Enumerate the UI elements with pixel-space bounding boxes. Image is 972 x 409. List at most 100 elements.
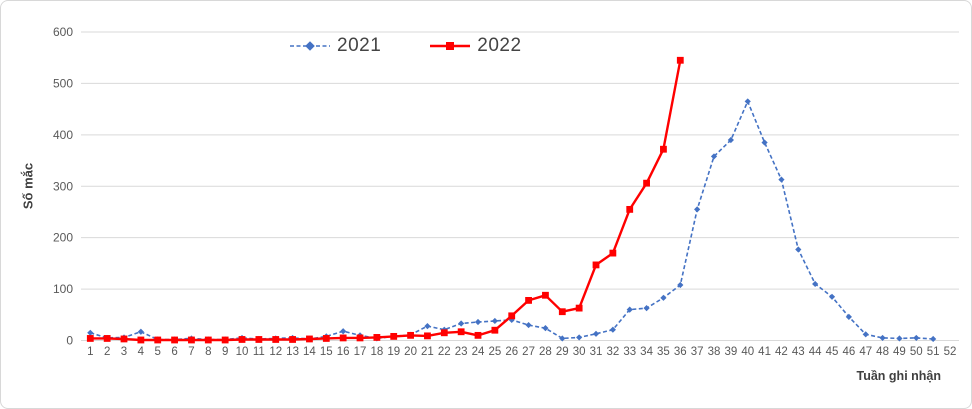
series-2021-marker [694,206,701,213]
x-tick-label: 9 [222,346,228,358]
series-2021-marker [491,317,498,325]
series-2022-marker [255,336,263,343]
series-2022-marker [373,334,381,341]
x-tick-label: 40 [741,346,754,358]
x-tick-label: 46 [842,346,855,358]
series-2022-marker [221,336,229,344]
series-2022-marker [508,312,516,320]
series-2022-marker [390,332,398,340]
series-2021-marker [812,280,819,288]
series-2021-marker [845,313,852,320]
series-2021-marker [458,320,465,327]
series-2022-marker [339,334,347,342]
x-tick-label: 38 [708,346,721,358]
x-tick-label: 2 [104,346,110,358]
series-2022-marker [137,336,145,344]
x-tick-label: 18 [370,346,383,358]
x-tick-label: 50 [910,346,923,358]
series-2021-marker [340,328,347,335]
x-tick-label: 13 [286,346,299,358]
x-tick-label: 29 [556,346,569,358]
x-tick-label: 15 [320,346,333,358]
y-tick-label: 200 [53,231,73,245]
x-tick-label: 52 [944,346,957,358]
legend-label-2022: 2022 [477,35,522,56]
series-2021-marker [609,326,616,333]
x-tick-label: 30 [573,346,586,358]
x-tick-label: 34 [640,346,653,358]
y-axis-title: Số mắc [20,162,36,210]
x-tick-label: 31 [590,346,603,358]
series-2022-marker [609,249,617,257]
series-2021-marker [913,334,920,342]
series-2022-marker [272,336,280,343]
series-2021-marker [137,328,144,335]
x-tick-label: 28 [539,346,552,358]
x-tick-label: 7 [188,346,194,358]
x-tick-label: 42 [775,346,788,358]
x-tick-label: 33 [623,346,636,358]
x-tick-label: 47 [859,346,872,358]
legend-item-2021[interactable]: 2021 [289,35,381,57]
x-tick-label: 43 [792,346,805,358]
series-2021-marker [643,305,650,312]
x-tick-label: 5 [155,346,161,358]
series-2022-marker [322,335,330,342]
series-2022-marker [474,331,482,339]
series-2022-marker [660,145,667,153]
series-2021-marker [879,334,886,342]
series-2021-marker [508,316,515,324]
x-tick-label: 27 [522,346,535,358]
x-tick-label: 3 [121,346,127,358]
x-tick-label: 51 [927,346,940,358]
x-tick-label: 44 [809,346,822,358]
series-2021-marker [592,330,600,337]
series-2022-marker [643,179,650,187]
x-tick-label: 6 [171,346,177,358]
legend: 2021 2022 [289,35,522,57]
x-tick-label: 17 [354,346,367,358]
series-2021-marker [542,325,549,332]
series-2022-marker [86,335,94,342]
series-2022-marker [525,296,532,304]
series-2022-marker [171,336,178,344]
x-tick-label: 36 [674,346,687,358]
series-2021-marker [744,98,751,105]
x-tick-label: 1 [87,346,93,358]
x-tick-label: 10 [236,346,249,358]
series-2022-line [90,60,682,342]
series-2021-marker [727,136,734,144]
series-2021-marker [862,331,869,338]
series-2021-marker [525,321,532,329]
series-2021-line [90,100,934,341]
x-tick-label: 4 [138,346,145,358]
y-tick-label: 500 [53,76,73,90]
series-2021-marker [626,306,633,313]
series-2022-marker [120,335,128,343]
series-2022-marker [440,329,448,337]
legend-item-2022[interactable]: 2022 [429,35,521,57]
series-2022-marker [542,291,549,299]
series-2021-marker [660,294,667,301]
series-2021-marker [795,246,802,253]
series-2022-marker [424,332,431,340]
series-2021-marker [828,293,836,300]
series-2022-marker [676,56,684,64]
dashed-diamond-line-icon [290,41,330,51]
series-2022-marker [204,336,212,344]
series-2022-marker [306,335,313,343]
solid-square-line-icon [430,42,471,50]
series-2021-marker [424,323,431,330]
series-2022-marker [154,336,162,344]
series-2022-marker [592,261,600,269]
series-2021-marker [710,153,718,160]
series-2022-marker [238,336,246,343]
series-2021-marker [474,318,482,326]
x-tick-label: 32 [606,346,619,358]
x-tick-label: 16 [337,346,350,358]
x-tick-label: 41 [758,346,771,358]
y-tick-label: 100 [53,282,73,296]
series-2022-marker [457,328,465,336]
